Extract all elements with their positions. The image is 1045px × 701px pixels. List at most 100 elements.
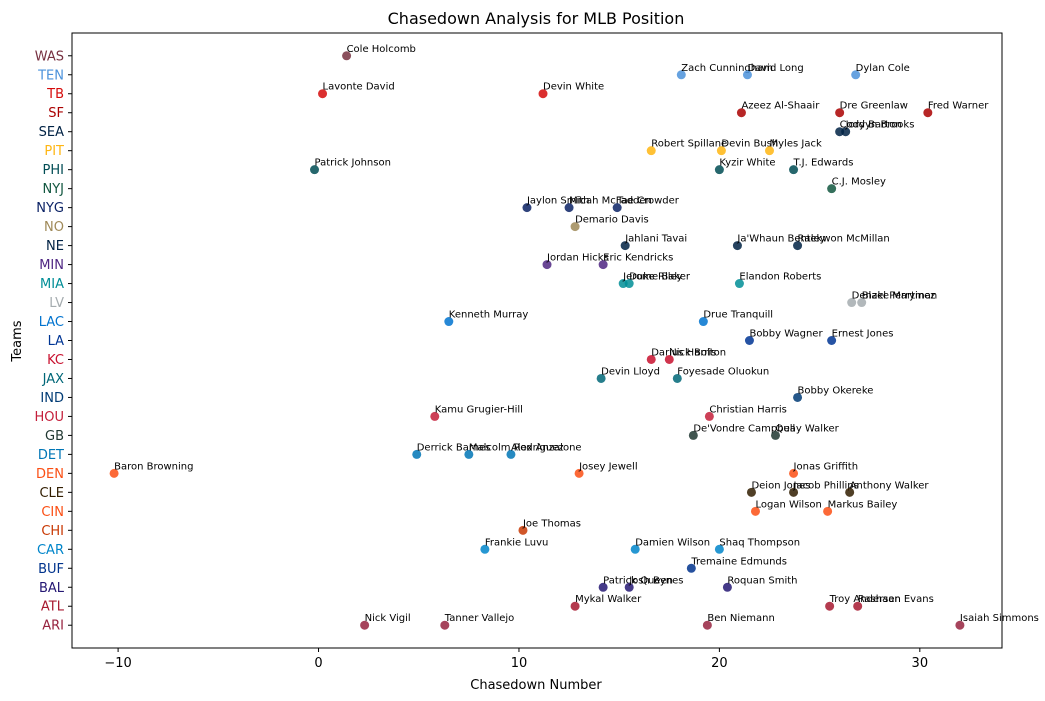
- y-tick-label: LA: [48, 334, 65, 349]
- point-label: Damien Wilson: [635, 537, 710, 548]
- data-point: [955, 620, 965, 630]
- data-point: [704, 411, 714, 421]
- point-label: Jaylon Smith: [526, 196, 590, 207]
- point-label: Zach Cunningham: [681, 63, 773, 74]
- point-label: De'Vondre Campbell: [693, 423, 795, 434]
- point-label: Troy Andersen: [829, 594, 901, 605]
- point-label: Devin Bush: [721, 139, 778, 150]
- y-tick-label: JAX: [42, 372, 64, 387]
- data-point: [596, 373, 606, 383]
- data-point: [825, 601, 835, 611]
- data-point: [823, 506, 833, 516]
- data-point: [672, 373, 682, 383]
- y-tick-label: CAR: [37, 543, 64, 558]
- data-point: [542, 260, 552, 270]
- y-tick-label: HOU: [34, 410, 64, 425]
- point-label: Isaiah Simmons: [960, 613, 1039, 624]
- point-label: Nick Vigil: [365, 613, 411, 624]
- point-label: Mykal Walker: [575, 594, 642, 605]
- point-label: Myles Jack: [770, 139, 822, 150]
- point-label: Baron Browning: [114, 461, 193, 472]
- data-point: [789, 487, 799, 497]
- data-point: [574, 468, 584, 478]
- data-point: [598, 260, 608, 270]
- data-point: [630, 544, 640, 554]
- data-point: [789, 165, 799, 175]
- data-point: [732, 241, 742, 251]
- point-label: Tae Crowder: [616, 196, 680, 207]
- point-label: T.J. Edwards: [793, 158, 854, 169]
- data-point: [845, 487, 855, 497]
- x-tick-label: 10: [511, 656, 528, 671]
- point-label: Anthony Walker: [850, 480, 930, 491]
- y-tick-label: NYG: [36, 201, 64, 216]
- point-label: Jacob Phillips: [793, 480, 859, 491]
- point-label: Kamu Grugier-Hill: [435, 404, 523, 415]
- point-label: Joe Thomas: [522, 518, 581, 529]
- x-tick-label: −10: [104, 656, 131, 671]
- point-label: Jordyn Brooks: [845, 120, 915, 131]
- point-label: Fred Warner: [928, 101, 989, 112]
- data-point: [698, 317, 708, 327]
- y-tick-label: WAS: [35, 49, 64, 64]
- point-label: Frankie Luvu: [485, 537, 549, 548]
- data-point: [714, 544, 724, 554]
- data-point: [664, 354, 674, 364]
- point-label: Ja'Whaun Bentley: [736, 234, 825, 245]
- point-label: Josh Bynes: [628, 575, 683, 586]
- data-point: [857, 298, 867, 308]
- point-label: Cody Barton: [840, 120, 902, 131]
- y-tick-label: NE: [46, 239, 64, 254]
- data-point: [742, 70, 752, 80]
- data-point: [734, 279, 744, 289]
- point-label: Jerome Baker: [622, 272, 691, 283]
- x-axis-label: Chasedown Number: [470, 678, 602, 693]
- data-point: [506, 449, 516, 459]
- x-axis-ticks: −10 0 10 20 30: [104, 648, 928, 671]
- y-tick-label: BUF: [38, 562, 64, 577]
- data-point: [686, 563, 696, 573]
- y-tick-label: ARI: [42, 619, 64, 634]
- y-tick-label: TEN: [37, 68, 64, 83]
- data-point: [310, 165, 320, 175]
- data-point: [676, 70, 686, 80]
- point-label: Demario Davis: [575, 215, 649, 226]
- data-point: [714, 165, 724, 175]
- point-label: Bobby Okereke: [798, 385, 874, 396]
- point-label: Shaq Thompson: [719, 537, 800, 548]
- y-tick-label: DEN: [36, 467, 64, 482]
- data-point: [624, 279, 634, 289]
- point-label: Tremaine Edmunds: [690, 556, 787, 567]
- point-label: Derrick Barnes: [417, 442, 491, 453]
- point-label: Patrick Queen: [603, 575, 673, 586]
- point-label: Drue Tranquill: [703, 310, 773, 321]
- y-tick-label: PHI: [43, 163, 64, 178]
- y-tick-label: NO: [44, 220, 64, 235]
- data-point: [835, 108, 845, 118]
- point-label: Devin White: [543, 82, 604, 93]
- data-point: [342, 51, 352, 61]
- point-label: Markus Bailey: [828, 499, 898, 510]
- point-label: Kenneth Murray: [449, 310, 529, 321]
- y-axis-label: Teams: [10, 320, 25, 362]
- point-label: Micah McFadden: [569, 196, 652, 207]
- point-label: Jahlani Tavai: [624, 234, 687, 245]
- data-point: [771, 430, 781, 440]
- point-label: Elandon Roberts: [739, 272, 821, 283]
- point-label: Josey Jewell: [578, 461, 638, 472]
- data-point: [620, 241, 630, 251]
- point-label: Dre Greenlaw: [840, 101, 908, 112]
- data-point: [716, 146, 726, 156]
- point-label: Ernest Jones: [832, 329, 894, 340]
- y-tick-label: MIN: [39, 258, 64, 273]
- x-tick-label: 0: [314, 656, 322, 671]
- point-label: Deion Jones: [751, 480, 810, 491]
- y-tick-label: NYJ: [43, 182, 65, 197]
- data-point: [360, 620, 370, 630]
- y-tick-label: KC: [47, 353, 64, 368]
- y-tick-label: SF: [48, 106, 64, 121]
- data-point: [646, 354, 656, 364]
- y-tick-label: PIT: [44, 144, 64, 159]
- point-label: Denzel Perryman: [852, 291, 938, 302]
